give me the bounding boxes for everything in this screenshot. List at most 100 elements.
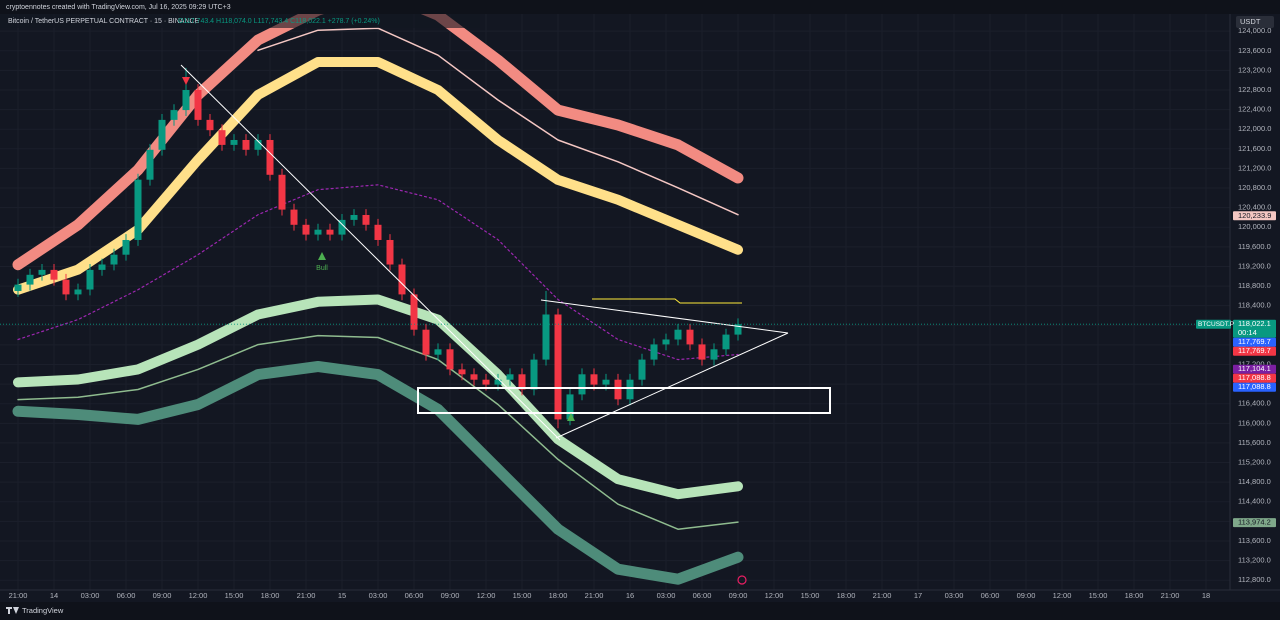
y-tick-label: 122,400.0: [1238, 105, 1271, 114]
candle-body: [662, 339, 670, 345]
x-tick-label: 06:00: [405, 591, 424, 600]
candle-body: [302, 224, 310, 235]
y-tick-label: 120,800.0: [1238, 183, 1271, 192]
range-box: [417, 387, 831, 414]
price-label-box: [1233, 364, 1276, 374]
candle-body: [62, 279, 70, 295]
y-tick-label: 113,200.0: [1238, 556, 1271, 565]
drawings: [180, 64, 831, 441]
band-line: [12, 14, 744, 271]
y-tick-label: 122,000.0: [1238, 124, 1271, 133]
currency-button[interactable]: [1236, 16, 1274, 28]
triangle-lower: [555, 332, 789, 439]
candle-body: [650, 344, 658, 360]
candle-body: [674, 329, 682, 340]
y-tick-label: 118,400.0: [1238, 301, 1271, 310]
x-tick-label: 21:00: [873, 591, 892, 600]
x-tick-label: 12:00: [1053, 591, 1072, 600]
candle-body: [350, 214, 358, 220]
y-tick-label: 121,600.0: [1238, 144, 1271, 153]
x-tick-label: 03:00: [81, 591, 100, 600]
candle-body: [218, 130, 226, 145]
triangle-upper: [540, 299, 789, 334]
x-tick-label: 12:00: [477, 591, 496, 600]
y-tick-label: 116,400.0: [1238, 399, 1271, 408]
candle-body: [278, 174, 286, 210]
candle-body: [194, 89, 202, 120]
candle-body: [170, 110, 178, 120]
y-tick-label: 112,800.0: [1238, 575, 1271, 584]
candle-body: [206, 119, 214, 131]
band-line: [17, 334, 739, 530]
x-tick-label: 15: [338, 591, 346, 600]
x-tick-label: 06:00: [117, 591, 136, 600]
x-tick-label: 12:00: [189, 591, 208, 600]
y-tick-label: 114,400.0: [1238, 497, 1271, 506]
candle-body: [446, 349, 454, 370]
candle-body: [518, 374, 526, 390]
candle-body: [146, 149, 154, 180]
price-label: 118,022.1: [1238, 319, 1271, 328]
currency[interactable]: USDT: [1240, 17, 1261, 26]
candle-body: [506, 374, 514, 380]
x-tick-label: 18:00: [549, 591, 568, 600]
y-tick-label: 123,200.0: [1238, 65, 1271, 74]
x-tick-label: 03:00: [657, 591, 676, 600]
candle-body: [242, 139, 250, 150]
candle-body: [494, 379, 502, 385]
price-label: 120,233.9: [1238, 211, 1271, 220]
candle-body: [50, 269, 58, 280]
header-bar: [0, 0, 1280, 14]
x-tick-label: 21:00: [585, 591, 604, 600]
candle-body: [542, 314, 550, 360]
candle-body: [74, 289, 82, 295]
price-label-box: [1233, 373, 1276, 383]
band-line: [12, 361, 744, 585]
x-tick-label: 14: [50, 591, 58, 600]
x-tick-label: 18: [1202, 591, 1210, 600]
ohlc-values: O117,743.4 H118,074.0 L117,743.4 C118,02…: [178, 18, 380, 25]
candle-body: [134, 179, 142, 240]
brand: TradingView: [22, 606, 64, 615]
candle-body: [182, 89, 190, 111]
y-tick-label: 114,800.0: [1238, 477, 1271, 486]
y-tick-label: 120,400.0: [1238, 203, 1271, 212]
price-label-box: [1233, 337, 1276, 347]
x-tick-label: 15:00: [1089, 591, 1108, 600]
candle-body: [98, 264, 106, 270]
x-tick-label: 17: [914, 591, 922, 600]
y-tick-label: 121,200.0: [1238, 163, 1271, 172]
x-tick-label: 21:00: [9, 591, 28, 600]
candle-body: [530, 359, 538, 390]
candle-body: [158, 119, 166, 150]
candles: [14, 67, 742, 429]
price-label: 117,088.8: [1238, 373, 1271, 382]
x-tick-label: 09:00: [441, 591, 460, 600]
x-tick-label: 18:00: [837, 591, 856, 600]
candle-body: [578, 374, 586, 395]
candle-body: [230, 139, 238, 145]
candle-body: [470, 374, 478, 380]
x-tick-label: 09:00: [153, 591, 172, 600]
symbol-title: Bitcoin / TetherUS PERPETUAL CONTRACT · …: [8, 18, 200, 25]
countdown: 00:14: [1238, 328, 1257, 337]
brand-logo: [6, 607, 19, 614]
candle-body: [86, 269, 94, 290]
candle-body: [602, 379, 610, 385]
candle-body: [338, 219, 346, 235]
candle-body: [734, 324, 742, 335]
candle-body: [614, 379, 622, 400]
candle-body: [590, 374, 598, 385]
bull-label: Bull: [316, 265, 328, 272]
price-label-box: [1233, 319, 1276, 338]
candle-body: [698, 344, 706, 360]
x-tick-label: 21:00: [297, 591, 316, 600]
candle-body: [422, 329, 430, 355]
replay-icon[interactable]: [737, 575, 747, 585]
candle-body: [122, 239, 130, 255]
y-tick-label: 118,800.0: [1238, 281, 1271, 290]
x-tick-label: 09:00: [729, 591, 748, 600]
candle-body: [410, 294, 418, 330]
band-line: [13, 294, 743, 500]
